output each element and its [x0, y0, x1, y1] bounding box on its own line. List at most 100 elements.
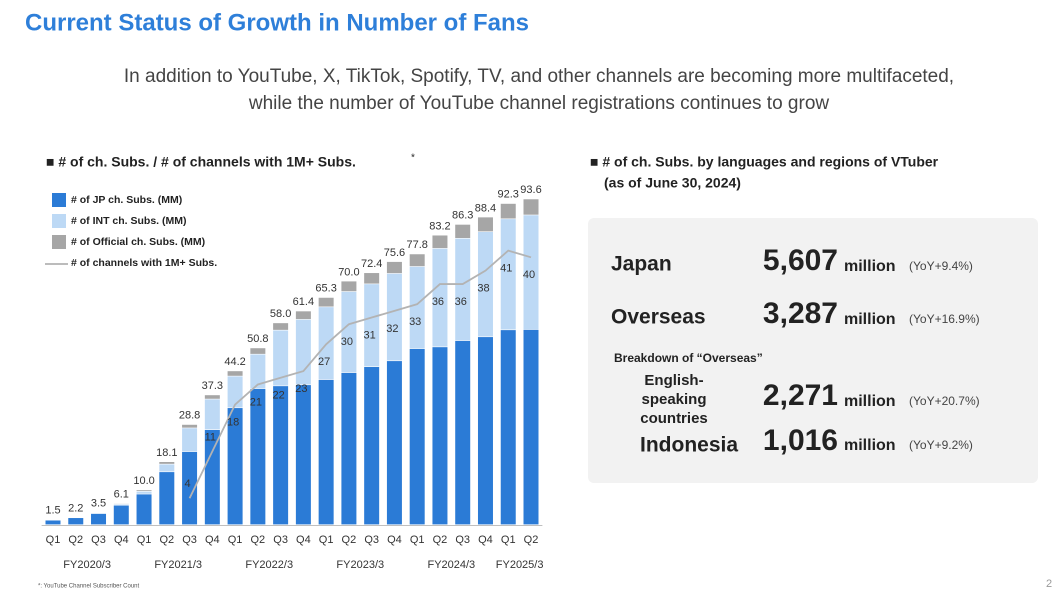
x-tick-label: Q3: [364, 534, 379, 546]
line-value-label: 18: [227, 416, 239, 428]
bar-segment: [227, 371, 243, 376]
bar-segment: [523, 215, 539, 330]
bar-segment: [136, 491, 152, 494]
bar-segment: [500, 219, 516, 330]
panel-title: (as of June 30, 2024): [604, 175, 741, 191]
line-value-label: 23: [295, 383, 307, 395]
total-label: 28.8: [179, 410, 200, 422]
breakdown-title: Breakdown of “Overseas”: [614, 351, 763, 365]
legend-label: # of JP ch. Subs. (MM): [71, 194, 182, 206]
bar-segment: [364, 367, 380, 525]
region-label: Indonesia: [640, 434, 738, 457]
bar-segment: [432, 248, 448, 347]
bar-segment: [341, 281, 357, 292]
bar-segment: [136, 490, 152, 491]
legend-swatch: [52, 235, 66, 249]
bar-segment: [500, 330, 516, 525]
line-value-label: 38: [477, 283, 489, 295]
bar-segment: [364, 273, 380, 284]
line-value-label: 4: [185, 478, 191, 490]
legend-label: # of INT ch. Subs. (MM): [71, 215, 187, 227]
x-tick-label: Q2: [524, 534, 539, 546]
total-label: 75.6: [384, 247, 405, 259]
bar-segment: [204, 399, 220, 430]
bar-segment: [409, 254, 425, 267]
bar-segment: [341, 291, 357, 373]
line-value-label: 33: [409, 316, 421, 328]
bar-segment: [273, 330, 289, 386]
x-tick-label: Q4: [205, 534, 220, 546]
legend-label: # of Official ch. Subs. (MM): [71, 236, 205, 248]
x-tick-label: Q1: [501, 534, 516, 546]
x-tick-label: Q4: [114, 534, 129, 546]
total-label: 50.8: [247, 333, 268, 345]
bar-segment: [295, 311, 311, 320]
bar-segment: [204, 395, 220, 399]
region-label: Overseas: [611, 306, 706, 329]
chart-title-mark: *: [411, 153, 415, 164]
total-label: 18.1: [156, 447, 177, 459]
x-tick-label: Q1: [137, 534, 152, 546]
line-value-label: 30: [341, 336, 353, 348]
line-value-label: 36: [432, 296, 444, 308]
x-tick-label: Q2: [251, 534, 266, 546]
total-label: 1.5: [45, 505, 60, 517]
bar-segment: [136, 494, 152, 525]
bar-segment: [386, 273, 402, 361]
bar-segment: [273, 323, 289, 330]
bar-segment: [432, 235, 448, 249]
line-value-label: 21: [250, 396, 262, 408]
x-tick-label: Q2: [159, 534, 174, 546]
total-label: 10.0: [133, 475, 154, 487]
bar-segment: [159, 462, 175, 464]
x-tick-label: Q4: [387, 534, 402, 546]
bar-segment: [432, 347, 448, 525]
bar-segment: [523, 199, 539, 215]
slide-title: Current Status of Growth in Number of Fa…: [25, 9, 529, 36]
bar-segment: [273, 386, 289, 525]
bar-segment: [477, 337, 493, 525]
total-label: 6.1: [114, 489, 129, 501]
bar-segment: [523, 329, 539, 525]
total-label: 37.3: [202, 380, 223, 392]
total-label: 93.6: [520, 184, 541, 196]
bar-segment: [364, 284, 380, 367]
total-label: 77.8: [406, 239, 427, 251]
x-tick-label: Q1: [410, 534, 425, 546]
x-tick-label: Q3: [182, 534, 197, 546]
bar-segment: [409, 266, 425, 349]
total-label: 3.5: [91, 498, 106, 510]
bar-segment: [250, 348, 266, 354]
x-tick-label: Q3: [455, 534, 470, 546]
region-unit: million: [844, 258, 896, 275]
region-unit: million: [844, 393, 896, 410]
bar-segment: [455, 224, 471, 238]
bar-segment: [45, 520, 61, 525]
bar-segment: [477, 231, 493, 337]
line-series: [188, 249, 532, 499]
x-tick-label: Q3: [91, 534, 106, 546]
total-label: 83.2: [429, 220, 450, 232]
total-label: 72.4: [361, 258, 382, 270]
total-label: 86.3: [452, 210, 473, 222]
bar-segment: [386, 261, 402, 274]
line-value-label: 36: [455, 296, 467, 308]
x-group-label: FY2020/3: [63, 559, 111, 571]
bar-segment: [113, 505, 129, 525]
region-unit: million: [844, 437, 896, 454]
region-value: 5,607: [763, 244, 838, 277]
region-yoy: (YoY+20.7%): [909, 394, 980, 408]
region-yoy: (YoY+16.9%): [909, 312, 980, 326]
bar-segment: [227, 376, 243, 408]
footnote: *: YouTube Channel Subscriber Count: [38, 584, 140, 590]
x-group-label: FY2021/3: [154, 559, 202, 571]
x-tick-label: Q2: [68, 534, 83, 546]
region-label: English-: [644, 372, 703, 389]
x-group-label: FY2025/3: [496, 559, 544, 571]
x-tick-label: Q3: [273, 534, 288, 546]
bar-segment: [182, 451, 198, 525]
region-value: 2,271: [763, 379, 838, 412]
line-value-label: 32: [386, 323, 398, 335]
total-label: 61.4: [293, 296, 314, 308]
